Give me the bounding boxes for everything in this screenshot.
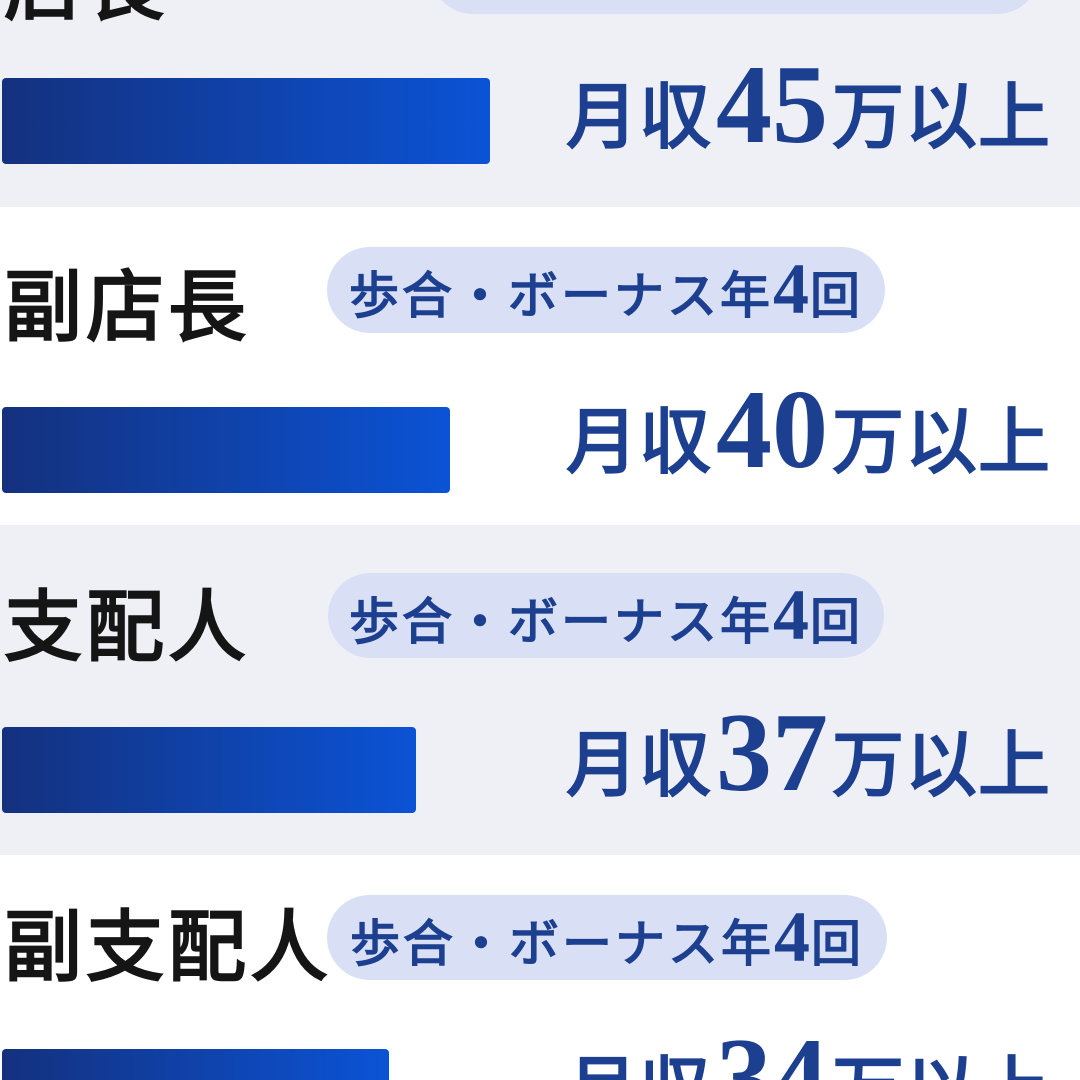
salary-bar-fukutencho <box>2 407 450 493</box>
income-prefix: 月収 <box>566 403 713 483</box>
badge-number: 4 <box>773 249 810 329</box>
role-title-tencho: 店長 <box>4 0 168 26</box>
income-value: 40 <box>716 368 829 492</box>
income-label-shihainin: 月収 37 万以上 <box>566 697 1051 809</box>
role-title-shihainin: 支配人 <box>4 584 251 671</box>
role-title-fukushihainin: 副支配人 <box>4 904 333 991</box>
income-value: 45 <box>716 43 829 167</box>
salary-bar-tencho <box>2 78 490 164</box>
salary-bar-shihainin <box>2 727 416 813</box>
badge-text: 歩合・ボーナス年 <box>349 268 773 324</box>
income-prefix: 月収 <box>566 78 713 158</box>
income-label-fukushihainin: 月収34万以上 <box>566 1022 1051 1080</box>
income-value: 37 <box>716 691 829 815</box>
badge-number: 4 <box>773 575 810 655</box>
income-label-tencho: 月収 45 万以上 <box>566 49 1051 161</box>
income-suffix: 万以上 <box>832 403 1052 483</box>
bonus-badge-tencho-cutoff <box>430 0 1040 14</box>
income-label-fukutencho: 月収 40 万以上 <box>566 374 1051 486</box>
income-prefix: 月収 <box>566 726 713 806</box>
income-suffix: 万以上 <box>832 78 1052 158</box>
bonus-badge-fukutencho: 歩合・ボーナス年 4 回 <box>327 247 885 333</box>
salary-bar-fukushihainin <box>2 1049 389 1080</box>
role-title-fukutencho: 副店長 <box>4 264 251 351</box>
bonus-badge-fukushihainin: 歩合・ボーナス年 4 回 <box>327 895 887 980</box>
income-prefix: 月収 <box>566 1055 712 1080</box>
income-value: 34 <box>716 1016 829 1080</box>
badge-number: 4 <box>774 897 811 977</box>
income-suffix: 万以上 <box>832 1055 1051 1080</box>
badge-suffix: 回 <box>811 916 864 972</box>
badge-text: 歩合・ボーナス年 <box>349 594 773 650</box>
badge-suffix: 回 <box>810 268 863 324</box>
badge-suffix: 回 <box>810 594 863 650</box>
bonus-badge-shihainin: 歩合・ボーナス年 4 回 <box>328 573 884 658</box>
income-suffix: 万以上 <box>832 726 1052 806</box>
badge-text: 歩合・ボーナス年 <box>350 916 774 972</box>
